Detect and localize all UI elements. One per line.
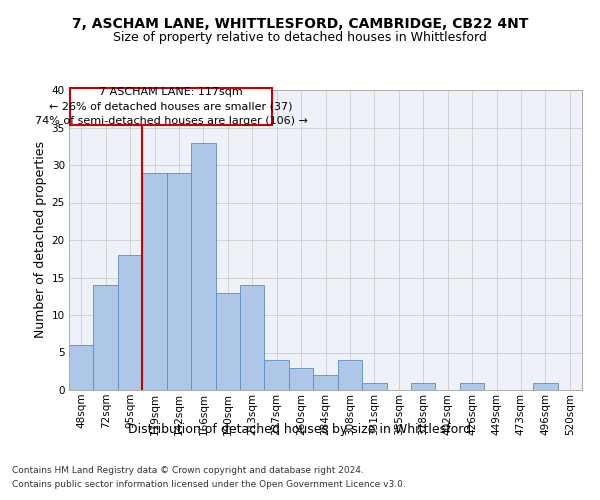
Text: Contains HM Land Registry data © Crown copyright and database right 2024.: Contains HM Land Registry data © Crown c… [12, 466, 364, 475]
Bar [240, 285, 265, 390]
Bar [289, 368, 313, 390]
Text: Size of property relative to detached houses in Whittlesford: Size of property relative to detached ho… [113, 31, 487, 44]
Bar [313, 375, 338, 390]
Bar [142, 172, 167, 390]
Text: 7 ASCHAM LANE: 117sqm
← 26% of detached houses are smaller (37)
74% of semi-deta: 7 ASCHAM LANE: 117sqm ← 26% of detached … [35, 87, 307, 126]
Bar [191, 142, 215, 390]
Bar [215, 292, 240, 390]
Text: Contains public sector information licensed under the Open Government Licence v3: Contains public sector information licen… [12, 480, 406, 489]
Y-axis label: Number of detached properties: Number of detached properties [34, 142, 47, 338]
Bar [338, 360, 362, 390]
Text: 7, ASCHAM LANE, WHITTLESFORD, CAMBRIDGE, CB22 4NT: 7, ASCHAM LANE, WHITTLESFORD, CAMBRIDGE,… [72, 18, 528, 32]
Bar [69, 345, 94, 390]
Bar [411, 382, 436, 390]
Bar [533, 382, 557, 390]
Bar [94, 285, 118, 390]
Bar [362, 382, 386, 390]
Bar [265, 360, 289, 390]
Bar [167, 172, 191, 390]
Bar [118, 255, 142, 390]
FancyBboxPatch shape [70, 88, 272, 125]
Bar [460, 382, 484, 390]
Text: Distribution of detached houses by size in Whittlesford: Distribution of detached houses by size … [128, 422, 472, 436]
